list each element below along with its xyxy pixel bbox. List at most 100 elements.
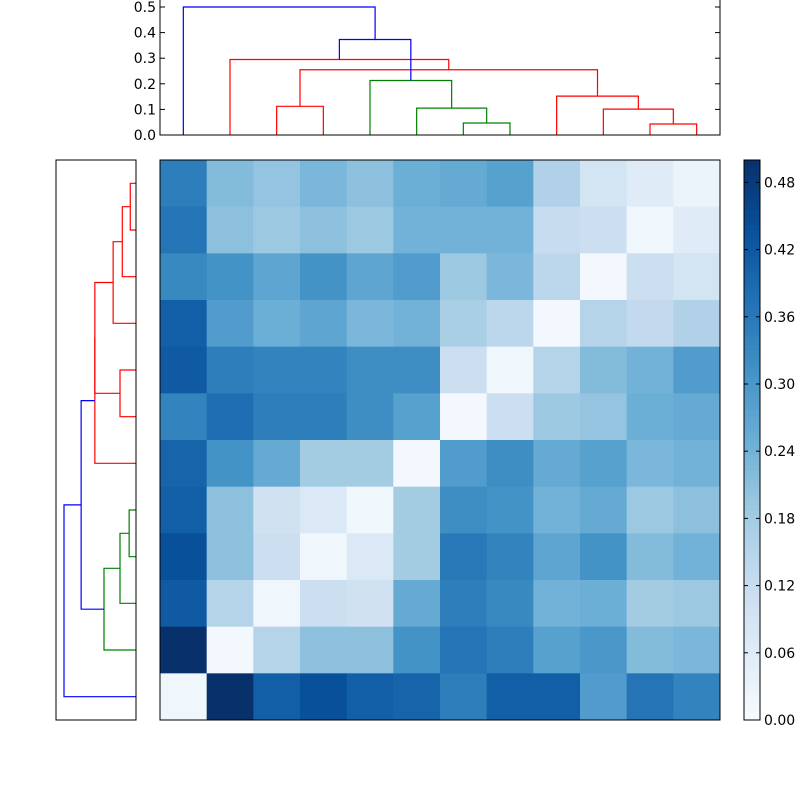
left-dendrogram-link [128, 509, 136, 558]
heatmap-cell [160, 440, 208, 488]
heatmap-cell [486, 206, 534, 254]
heatmap-cell [253, 253, 301, 301]
heatmap-cell [160, 206, 208, 254]
colorbar-gradient-segment [744, 490, 760, 496]
heatmap-cell [206, 626, 254, 674]
heatmap-cell [626, 486, 674, 534]
colorbar-tick-label: 0.12 [764, 579, 795, 595]
colorbar-gradient-segment [744, 580, 760, 586]
heatmap-cell [253, 486, 301, 534]
colorbar-gradient-segment [744, 430, 760, 436]
heatmap-cell [346, 580, 394, 628]
colorbar-gradient-segment [744, 465, 760, 471]
colorbar-gradient-segment [744, 625, 760, 631]
colorbar-gradient-segment [744, 530, 760, 536]
heatmap-cell [160, 300, 208, 348]
colorbar-gradient-segment [744, 670, 760, 676]
colorbar-gradient-segment [744, 300, 760, 306]
heatmap [159, 159, 721, 721]
heatmap-cell [253, 533, 301, 581]
heatmap-cell [673, 486, 721, 534]
heatmap-cell [673, 253, 721, 301]
colorbar-gradient-segment [744, 230, 760, 236]
heatmap-cell [440, 253, 488, 301]
heatmap-cell [580, 440, 628, 488]
colorbar-gradient-segment [744, 420, 760, 426]
colorbar-gradient-segment [744, 380, 760, 386]
heatmap-cell [486, 533, 534, 581]
colorbar-tick-label: 0.06 [764, 646, 795, 662]
heatmap-cell [440, 486, 488, 534]
heatmap-cell [160, 160, 208, 208]
colorbar-gradient-segment [744, 255, 760, 261]
heatmap-cell [626, 533, 674, 581]
colorbar-gradient-segment [744, 680, 760, 686]
colorbar-gradient-segment [744, 250, 760, 256]
heatmap-cell [440, 580, 488, 628]
left-dendrogram-link [94, 281, 120, 394]
heatmap-cell [206, 533, 254, 581]
colorbar-gradient-segment [744, 665, 760, 671]
heatmap-cell [580, 533, 628, 581]
heatmap-cell [300, 440, 348, 488]
heatmap-cell [626, 160, 674, 208]
colorbar-gradient-segment [744, 205, 760, 211]
heatmap-cell [160, 580, 208, 628]
heatmap-cell [533, 253, 581, 301]
heatmap-cell [626, 300, 674, 348]
colorbar-gradient-segment [744, 690, 760, 696]
heatmap-cell [253, 393, 301, 441]
heatmap-cell [206, 253, 254, 301]
colorbar-gradient-segment [744, 510, 760, 516]
colorbar-gradient-segment [744, 715, 760, 721]
heatmap-cell [253, 440, 301, 488]
heatmap-cell [440, 440, 488, 488]
colorbar-gradient-segment [744, 655, 760, 661]
heatmap-cell [253, 300, 301, 348]
heatmap-cell [253, 626, 301, 674]
heatmap-cell [673, 673, 721, 721]
heatmap-cell [346, 673, 394, 721]
heatmap-cell [533, 160, 581, 208]
colorbar-tick-label: 0.48 [764, 175, 795, 191]
colorbar-gradient-segment [744, 330, 760, 336]
colorbar-gradient-segment [744, 445, 760, 451]
heatmap-cell [346, 440, 394, 488]
heatmap-cell [346, 300, 394, 348]
colorbar-gradient-segment [744, 165, 760, 171]
heatmap-cell [580, 160, 628, 208]
colorbar-gradient-segment [744, 615, 760, 621]
heatmap-cell [160, 626, 208, 674]
heatmap-cell [626, 346, 674, 394]
colorbar-gradient-segment [744, 710, 760, 716]
colorbar-gradient-segment [744, 200, 760, 206]
colorbar-gradient-segment [744, 505, 760, 511]
heatmap-cell [626, 393, 674, 441]
colorbar-gradient-segment [744, 600, 760, 606]
colorbar-gradient-segment [744, 475, 760, 481]
heatmap-cell [393, 486, 441, 534]
colorbar-gradient-segment [744, 185, 760, 191]
heatmap-frame [159, 159, 721, 721]
left-dendrogram-frame [55, 159, 137, 721]
colorbar-gradient-segment [744, 370, 760, 376]
colorbar-gradient-segment [744, 575, 760, 581]
colorbar-gradient-segment [744, 290, 760, 296]
colorbar-gradient-segment [744, 435, 760, 441]
colorbar-gradient-segment [744, 195, 760, 201]
colorbar-gradient-segment [744, 360, 760, 366]
colorbar-gradient-segment [744, 175, 760, 181]
top-dendrogram-ytick-label: 0.3 [134, 51, 156, 67]
colorbar-gradient-segment [744, 315, 760, 321]
heatmap-cell [300, 533, 348, 581]
heatmap-cell [580, 626, 628, 674]
heatmap-cell [673, 393, 721, 441]
heatmap-cell [626, 626, 674, 674]
heatmap-cell [346, 346, 394, 394]
colorbar-gradient-segment [744, 375, 760, 381]
colorbar-gradient-segment [744, 595, 760, 601]
heatmap-cell [346, 206, 394, 254]
colorbar-gradient-segment [744, 280, 760, 286]
colorbar-tick-label: 0.00 [764, 713, 795, 729]
heatmap-cell [346, 626, 394, 674]
